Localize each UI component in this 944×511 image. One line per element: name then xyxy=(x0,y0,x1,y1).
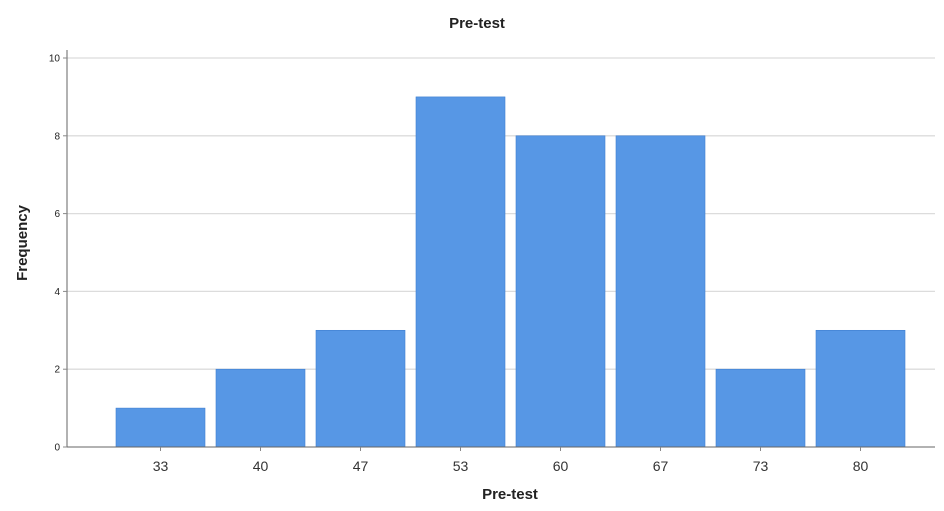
bar-67 xyxy=(615,135,706,448)
chart-title: Pre-test xyxy=(449,15,505,32)
y-tick-label-2: 2 xyxy=(54,365,60,376)
bar-40 xyxy=(215,368,306,448)
x-tick-label-33: 33 xyxy=(153,458,169,474)
bar-73 xyxy=(715,368,806,448)
bars xyxy=(115,96,906,448)
y-axis-label: Frequency xyxy=(14,204,31,281)
x-axis-label: Pre-test xyxy=(482,486,538,503)
bar-33 xyxy=(115,407,206,448)
bar-53 xyxy=(415,96,506,448)
y-tick-labels: 0 2 4 6 8 10 xyxy=(49,54,67,454)
bar-80 xyxy=(815,329,906,448)
y-tick-label-4: 4 xyxy=(54,287,60,298)
y-tick-label-0: 0 xyxy=(54,443,60,454)
x-tick-label-60: 60 xyxy=(553,458,569,474)
x-tick-label-67: 67 xyxy=(653,458,669,474)
x-tick-label-73: 73 xyxy=(753,458,769,474)
x-tick-label-80: 80 xyxy=(853,458,869,474)
bar-60 xyxy=(515,135,606,448)
bar-47 xyxy=(315,329,406,448)
x-tick-label-40: 40 xyxy=(253,458,269,474)
y-tick-label-10: 10 xyxy=(49,54,61,65)
x-tick-label-47: 47 xyxy=(353,458,369,474)
x-tick-labels: 33 40 47 53 60 67 73 80 xyxy=(153,447,869,474)
axes xyxy=(66,50,935,448)
y-tick-label-6: 6 xyxy=(54,209,60,220)
y-tick-label-8: 8 xyxy=(54,131,60,142)
x-tick-label-53: 53 xyxy=(453,458,469,474)
